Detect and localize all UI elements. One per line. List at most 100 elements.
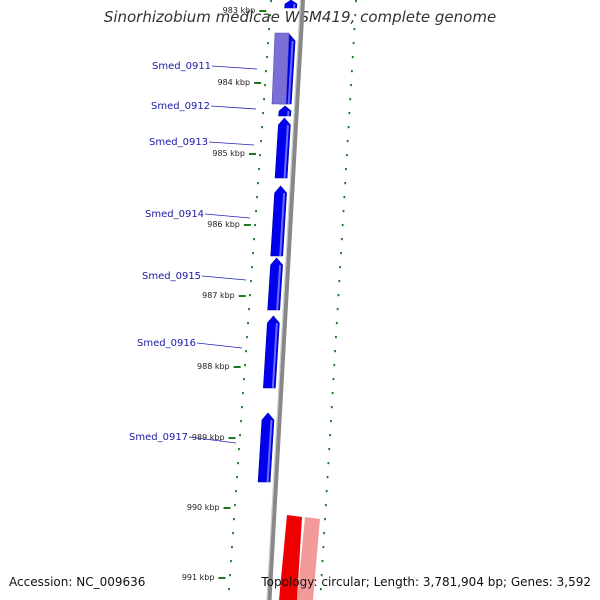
left-dot-tick	[263, 98, 265, 101]
left-dot-tick	[252, 252, 254, 255]
gene-leader-line	[197, 342, 243, 349]
left-dot-tick	[234, 504, 236, 507]
left-dot-tick	[245, 350, 247, 353]
gene-label: Smed_0915	[142, 271, 201, 282]
left-dot-tick	[229, 574, 231, 577]
left-dot-tick	[251, 266, 253, 269]
right-dot-tick	[330, 406, 333, 409]
gene-leader-line	[205, 213, 251, 219]
gene-label: Smed_0912	[151, 101, 210, 112]
left-dot-tick	[260, 140, 262, 143]
left-dot-tick	[228, 588, 230, 591]
right-dot-tick	[331, 392, 334, 395]
left-dot-tick	[243, 378, 245, 381]
left-dot-tick	[248, 308, 250, 311]
gene-leader-line	[211, 105, 257, 110]
right-dot-tick	[345, 168, 347, 171]
left-dot-tick	[266, 56, 268, 59]
left-dot-tick	[268, 28, 270, 31]
right-dot-tick	[353, 28, 356, 31]
right-dot-tick	[327, 462, 330, 465]
left-dot-tick	[261, 126, 263, 129]
left-dot-tick	[269, 14, 271, 17]
gene-label: Smed_0917	[129, 432, 188, 443]
kbp-label: 985 kbp	[212, 149, 245, 158]
kbp-label: 990 kbp	[187, 503, 220, 512]
left-dot-tick	[267, 42, 269, 45]
right-dot-tick	[330, 420, 332, 423]
kbp-label: 983 kbp	[223, 6, 256, 15]
gene-label: Smed_0914	[145, 209, 204, 220]
left-dot-tick	[256, 196, 258, 199]
gene-label: Smed_0913	[149, 137, 208, 148]
kbp-label: 984 kbp	[217, 78, 250, 87]
kbp-label: 989 kbp	[192, 433, 225, 442]
right-dot-tick	[335, 336, 337, 339]
gene-leader-line	[212, 65, 258, 70]
right-dot-tick	[321, 560, 324, 563]
left-dot-tick	[250, 280, 252, 283]
left-dot-tick	[249, 294, 251, 297]
forward-gene-highlight	[276, 264, 282, 311]
left-dot-tick	[257, 182, 259, 185]
right-dot-tick	[352, 42, 355, 45]
left-dot-tick	[255, 210, 257, 213]
right-dot-tick	[342, 210, 345, 213]
right-dot-tick	[333, 364, 336, 367]
right-dot-tick	[348, 112, 351, 115]
left-dot-tick	[237, 462, 239, 465]
left-dot-tick	[259, 154, 261, 157]
left-dot-tick	[246, 336, 248, 339]
reverse-gene-light	[297, 517, 320, 600]
left-dot-tick	[244, 364, 246, 367]
forward-gene-highlight	[279, 192, 286, 257]
right-dot-tick	[343, 196, 346, 199]
left-dot-tick	[241, 406, 243, 409]
right-dot-tick	[344, 182, 347, 185]
right-dot-tick	[328, 448, 331, 451]
right-dot-tick	[336, 308, 339, 311]
right-dot-tick	[339, 266, 342, 269]
gene-leader-line	[202, 275, 247, 281]
left-dot-tick	[270, 0, 272, 3]
kbp-label: 986 kbp	[207, 220, 240, 229]
topology-text: Topology: circular; Length: 3,781,904 bp…	[261, 575, 591, 589]
left-dot-tick	[240, 420, 242, 423]
right-dot-tick	[322, 546, 325, 549]
kbp-label: 991 kbp	[182, 573, 215, 582]
right-dot-tick	[351, 56, 354, 59]
right-dot-tick	[340, 238, 343, 241]
left-dot-tick	[238, 448, 240, 451]
reverse-gene-arrow	[279, 515, 302, 600]
right-dot-tick	[326, 476, 329, 479]
forward-gene-highlight	[287, 110, 290, 117]
forward-gene-highlight	[266, 419, 273, 483]
right-dot-tick	[334, 350, 336, 353]
backbone-line	[267, 0, 305, 600]
left-dot-tick	[231, 546, 233, 549]
forward-gene-highlight	[283, 124, 289, 179]
left-dot-tick	[233, 518, 235, 521]
right-dot-tick	[323, 532, 326, 535]
right-dot-tick	[329, 434, 331, 437]
right-dot-tick	[345, 154, 348, 157]
right-dot-tick	[346, 140, 349, 143]
forward-gene-highlight	[271, 322, 278, 389]
light-gene-bar	[271, 32, 290, 105]
map-title: Sinorhizobium medicae WSM419, complete g…	[103, 8, 497, 26]
left-dot-tick	[258, 168, 260, 171]
right-dot-tick	[354, 14, 357, 17]
right-dot-tick	[324, 518, 326, 521]
left-dot-tick	[262, 112, 264, 115]
left-dot-tick	[232, 532, 234, 535]
left-dot-tick	[230, 560, 232, 563]
backbone-shadow	[266, 0, 301, 600]
gene-label: Smed_0911	[152, 61, 211, 72]
right-dot-tick	[319, 588, 322, 591]
forward-gene-arrow	[278, 105, 292, 117]
gene-leader-line	[188, 436, 237, 444]
left-dot-tick	[253, 238, 255, 241]
accession-text: Accession: NC_009636	[9, 575, 146, 589]
left-dot-tick	[239, 434, 241, 437]
